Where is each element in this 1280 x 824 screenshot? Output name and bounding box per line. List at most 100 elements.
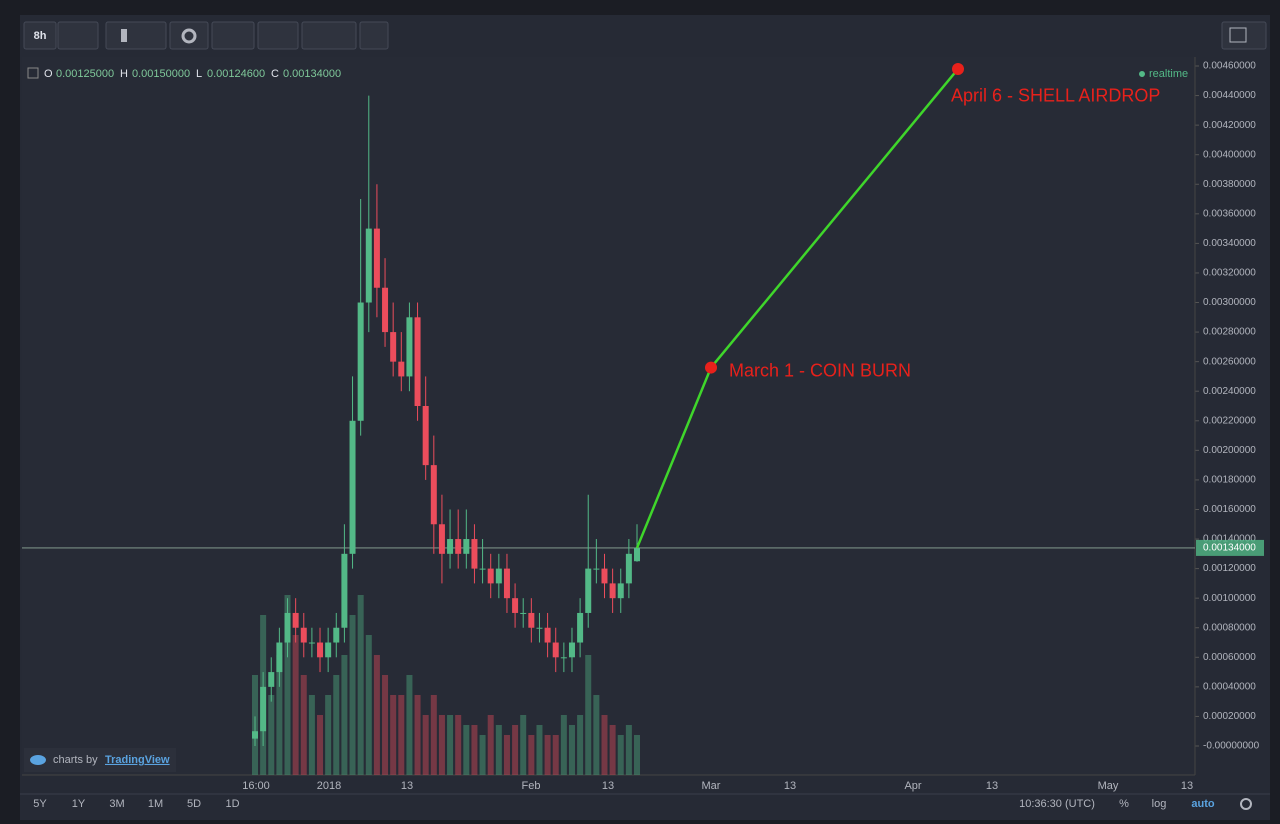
- candle-body: [520, 612, 527, 614]
- x-tick-label: 2018: [317, 780, 341, 792]
- candle-body: [455, 539, 462, 554]
- candle-body: [536, 627, 543, 629]
- volume-bar: [268, 695, 275, 775]
- x-tick-label: Mar: [702, 780, 721, 792]
- x-tick-label: 16:00: [242, 780, 270, 792]
- volume-bar: [406, 675, 413, 775]
- value: 0.00150000: [132, 68, 190, 80]
- logo: [30, 755, 46, 765]
- icon: [181, 28, 197, 44]
- candle-body: [503, 568, 510, 599]
- y-tick-label: 0.00280000: [1203, 327, 1256, 338]
- undo-redo[interactable]: [301, 21, 357, 50]
- x-tick-label: 13: [602, 780, 614, 792]
- icon: [1229, 27, 1247, 43]
- icon: [121, 29, 127, 42]
- x-tick-label: 13: [401, 780, 413, 792]
- volume-bar: [382, 675, 389, 775]
- volume-bar: [544, 735, 551, 775]
- range-button[interactable]: 5D: [187, 798, 201, 810]
- candle-body: [512, 598, 519, 613]
- interval[interactable]: 8h: [34, 30, 47, 42]
- volume-bar: [390, 695, 397, 775]
- volume-bar: [625, 725, 632, 775]
- interval-button[interactable]: [23, 21, 57, 50]
- candle-body: [252, 731, 258, 739]
- volume-bar: [601, 715, 608, 775]
- log-toggle[interactable]: log: [1152, 798, 1167, 810]
- y-tick-label: 0.00220000: [1203, 415, 1256, 426]
- settings[interactable]: [169, 21, 209, 50]
- candle-body: [317, 642, 324, 658]
- y-tick-label: 0.00320000: [1203, 268, 1256, 279]
- candle-body: [593, 568, 600, 570]
- volume-bar: [463, 725, 470, 775]
- volume-bar: [617, 735, 624, 775]
- y-tick-label: 0.00180000: [1203, 475, 1256, 486]
- volume-bar: [577, 715, 584, 775]
- volume-bar: [536, 725, 543, 775]
- branding: charts by TradingView: [24, 748, 176, 772]
- candle-body: [528, 612, 535, 628]
- candle-body: [544, 627, 551, 643]
- volume-bar: [325, 695, 332, 775]
- settings-icon[interactable]: [1240, 798, 1252, 810]
- candle-body: [577, 612, 584, 643]
- candle-body: [609, 583, 616, 599]
- chart-style[interactable]: [105, 21, 167, 50]
- candle-body: [479, 568, 486, 570]
- volume-bar: [593, 695, 600, 775]
- candle-body: [634, 547, 640, 562]
- y-tick-label: 0.00440000: [1203, 90, 1256, 101]
- y-tick-label: 0.00100000: [1203, 593, 1256, 604]
- x-tick-label: May: [1098, 780, 1119, 792]
- brand-prefix: charts by: [53, 754, 98, 766]
- layout[interactable]: [1221, 21, 1267, 50]
- y-tick-label: 0.00380000: [1203, 179, 1256, 190]
- y-tick-label: -0.00000000: [1203, 741, 1260, 752]
- volume-bar: [495, 725, 502, 775]
- candle-body: [325, 642, 332, 658]
- range-button[interactable]: 1Y: [72, 798, 86, 810]
- interval-menu[interactable]: [57, 21, 99, 50]
- annotation: April 6 - SHELL AIRDROP: [951, 86, 1160, 106]
- y-tick-label: 0.00020000: [1203, 711, 1256, 722]
- range-button[interactable]: 1D: [225, 798, 239, 810]
- value: 0.00124600: [207, 68, 265, 80]
- fullscreen[interactable]: [359, 21, 389, 50]
- projection-point: [952, 62, 964, 75]
- candle-body: [357, 302, 364, 421]
- candle-body: [268, 672, 275, 687]
- brand-link[interactable]: TradingView: [105, 754, 170, 766]
- volume-bar: [276, 655, 283, 775]
- ohlc-legend: O 0.00125000 H 0.00150000 L 0.00124600 C…: [27, 67, 1188, 80]
- volume-bar: [455, 715, 462, 775]
- y-tick-label: 0.00240000: [1203, 386, 1256, 397]
- auto-toggle[interactable]: auto: [1191, 798, 1215, 810]
- range-button[interactable]: 3M: [109, 798, 124, 810]
- y-tick-label: 0.00140000: [1203, 534, 1256, 545]
- percent-toggle[interactable]: %: [1119, 798, 1129, 810]
- candle-body: [414, 317, 421, 406]
- compare[interactable]: [257, 21, 299, 50]
- range-button[interactable]: 1M: [148, 798, 163, 810]
- candle-body: [568, 642, 575, 658]
- label: C: [271, 68, 279, 80]
- range-button[interactable]: 5Y: [33, 798, 47, 810]
- x-tick-label: Apr: [904, 780, 921, 792]
- volume-bar: [634, 735, 640, 775]
- volume-bar: [585, 655, 592, 775]
- candle-body: [349, 420, 356, 554]
- candle-body: [447, 539, 454, 554]
- candle-body: [617, 583, 624, 599]
- x-tick-label: 13: [1181, 780, 1193, 792]
- volume-bar: [552, 735, 559, 775]
- y-tick-label: 0.00040000: [1203, 682, 1256, 693]
- y-tick-label: 0.00400000: [1203, 149, 1256, 160]
- candle-body: [487, 568, 494, 584]
- y-tick-label: 0.00080000: [1203, 622, 1256, 633]
- indicators[interactable]: [211, 21, 255, 50]
- price-tag-label: 0.00134000: [1203, 543, 1256, 554]
